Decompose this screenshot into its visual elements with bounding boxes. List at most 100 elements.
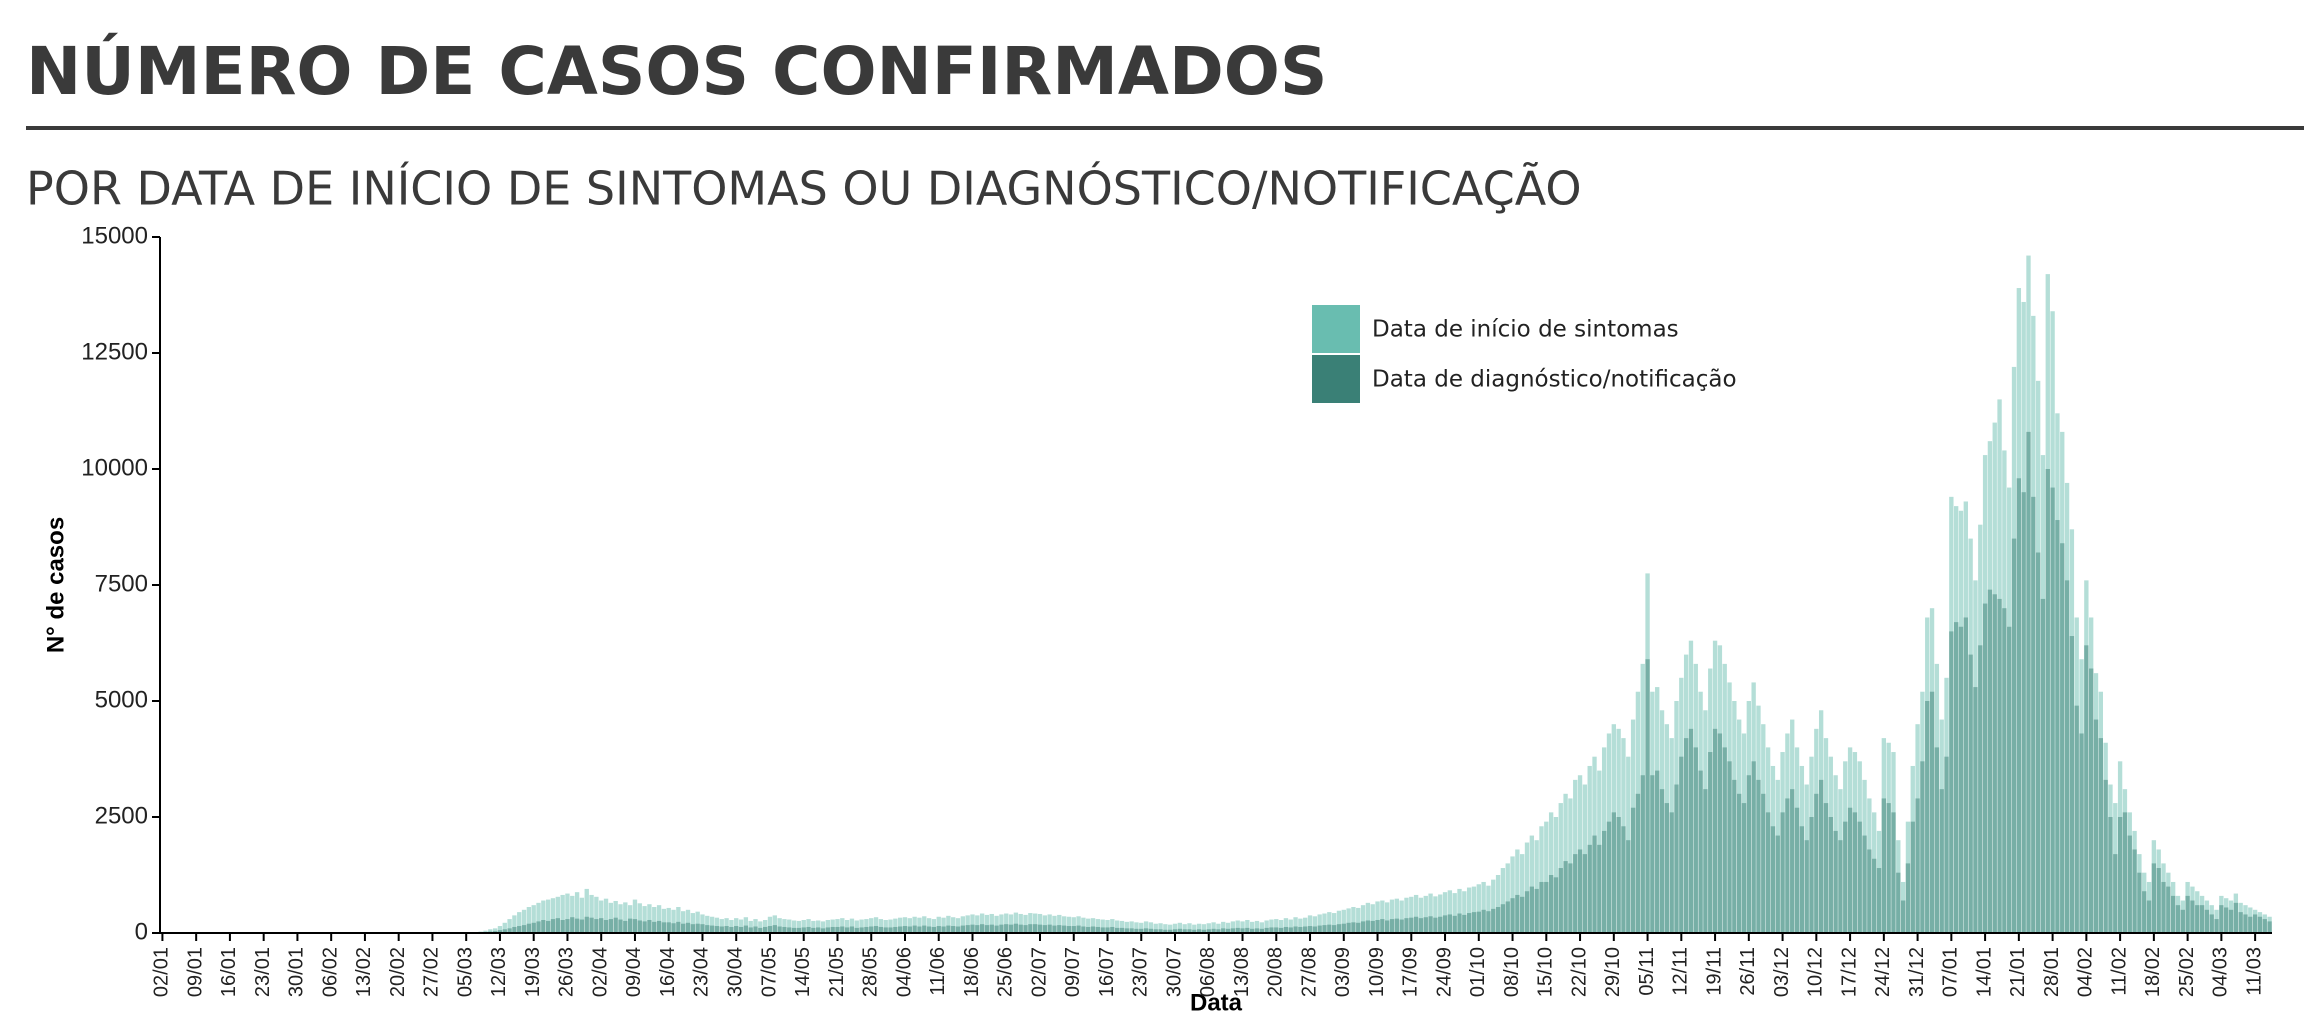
bar	[724, 926, 728, 933]
x-tick-label: 12/11	[1670, 947, 1692, 996]
bar	[691, 924, 695, 933]
bar	[1588, 845, 1592, 933]
bar	[970, 925, 974, 933]
bar	[556, 918, 560, 933]
y-tick-label: 5000	[95, 686, 148, 713]
bar	[1689, 729, 1693, 933]
bar	[1708, 752, 1712, 933]
bar	[1800, 826, 1804, 933]
bar	[614, 918, 618, 933]
bar	[1944, 757, 1948, 933]
x-tick-label: 01/10	[1467, 947, 1489, 997]
bar	[1645, 659, 1649, 933]
bar	[1399, 920, 1403, 933]
x-tick-label: 27/08	[1298, 947, 1320, 997]
bar	[2089, 669, 2093, 933]
bar	[1009, 925, 1013, 933]
bar	[966, 925, 970, 933]
bar	[1568, 863, 1572, 933]
bar	[1988, 590, 1992, 933]
bar	[2118, 817, 2122, 933]
bar	[1838, 840, 1842, 933]
x-tick-label: 16/04	[657, 947, 679, 997]
legend-swatch	[1312, 305, 1360, 353]
bar	[657, 921, 661, 933]
bar	[1424, 917, 1428, 933]
y-tick-label: 0	[135, 918, 148, 945]
x-tick-label: 05/03	[454, 947, 476, 997]
x-tick-label: 26/11	[1737, 947, 1759, 996]
x-tick-label: 04/06	[893, 947, 915, 997]
bar	[1332, 925, 1336, 933]
bar	[1901, 901, 1905, 933]
bar	[546, 921, 550, 933]
bar	[2070, 636, 2074, 933]
bar	[1472, 912, 1476, 933]
bar	[1824, 803, 1828, 933]
bar	[2055, 520, 2059, 933]
bar	[1718, 733, 1722, 933]
x-tick-label: 03/12	[1771, 947, 1793, 997]
bar	[1650, 775, 1654, 933]
bar	[1954, 622, 1958, 933]
bar	[1973, 687, 1977, 933]
bar	[912, 926, 916, 933]
bar	[1983, 604, 1987, 933]
legend-label: Data de início de sintomas	[1372, 317, 1679, 343]
bar	[715, 926, 719, 933]
bar	[1964, 617, 1968, 933]
bar	[744, 926, 748, 933]
bar	[575, 919, 579, 933]
bar	[2036, 553, 2040, 933]
bar	[1872, 859, 1876, 933]
bar	[594, 919, 598, 933]
bar	[2243, 914, 2247, 933]
bar	[2147, 901, 2151, 933]
bar	[1795, 808, 1799, 933]
x-tick-label: 18/06	[961, 947, 983, 997]
x-tick-label: 28/05	[860, 947, 882, 997]
bar	[1057, 925, 1061, 933]
bar	[2229, 910, 2233, 933]
bar	[2238, 912, 2242, 933]
bar	[2210, 914, 2214, 933]
bar	[1554, 877, 1558, 933]
bar	[700, 924, 704, 933]
bar	[2263, 919, 2267, 933]
x-tick-label: 10/12	[1805, 947, 1827, 997]
x-tick-label: 06/02	[319, 947, 341, 997]
bar	[618, 920, 622, 933]
bar	[1949, 631, 1953, 933]
bar	[2176, 905, 2180, 933]
bar	[1886, 803, 1890, 933]
y-tick-label: 10000	[81, 454, 148, 481]
bar	[681, 924, 685, 933]
y-tick-label: 2500	[95, 802, 148, 829]
x-tick-label: 13/08	[1231, 947, 1253, 997]
bar	[1742, 803, 1746, 933]
bar	[541, 920, 545, 933]
bar	[2031, 497, 2035, 933]
bar	[980, 924, 984, 933]
bar	[1930, 692, 1934, 933]
bar	[1072, 926, 1076, 933]
bar	[1539, 882, 1543, 933]
y-tick-label: 12500	[81, 338, 148, 365]
x-tick-label: 12/03	[488, 947, 510, 997]
bar	[1684, 738, 1688, 933]
series-1	[474, 432, 2272, 933]
bar	[1544, 882, 1548, 933]
bar	[551, 919, 555, 933]
x-tick-label: 16/01	[218, 947, 240, 997]
bar	[580, 920, 584, 933]
bar	[1322, 925, 1326, 933]
x-tick-label: 07/01	[1940, 947, 1962, 997]
bar	[1959, 627, 1963, 933]
bar	[1660, 789, 1664, 933]
bar	[517, 926, 521, 933]
bar	[1067, 926, 1071, 933]
bar	[536, 921, 540, 933]
bar	[2214, 919, 2218, 933]
x-tick-label: 09/04	[623, 947, 645, 997]
